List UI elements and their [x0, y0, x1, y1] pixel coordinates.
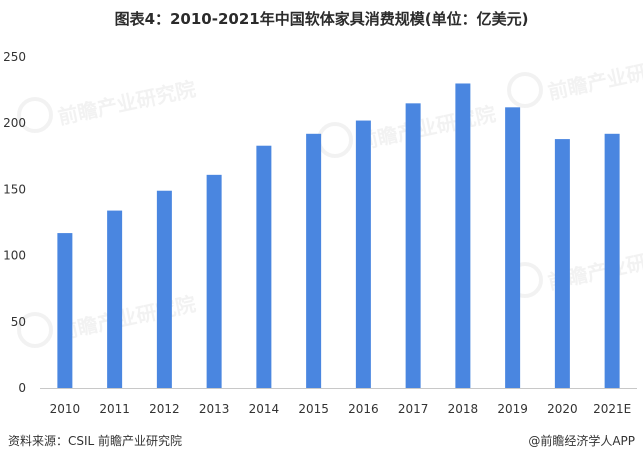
bar: [505, 107, 521, 388]
bar: [355, 120, 371, 388]
y-tick-label: 0: [18, 381, 26, 395]
x-tick-label: 2016: [348, 402, 379, 416]
y-tick-label: 50: [11, 315, 26, 329]
x-tick-label: 2018: [448, 402, 479, 416]
watermark-logo: 前瞻产业研究院: [17, 77, 198, 133]
bars: [57, 83, 620, 388]
bar: [306, 133, 322, 388]
x-tick-label: 2020: [547, 402, 578, 416]
y-tick-label: 250: [3, 50, 26, 64]
watermark-logo: 前瞻产业研究院: [507, 242, 643, 298]
y-tick-label: 200: [3, 116, 26, 130]
svg-text:前瞻产业研究院: 前瞻产业研究院: [56, 77, 198, 130]
bar: [554, 139, 570, 388]
x-tick-label: 2017: [398, 402, 429, 416]
bar: [57, 233, 73, 388]
bar: [455, 83, 471, 388]
x-tick-label: 2014: [249, 402, 280, 416]
y-axis: 0 50 100 150 200 250: [3, 50, 26, 395]
x-tick-label: 2021E: [593, 402, 631, 416]
source-label: 资料来源：CSIL 前瞻产业研究院: [8, 434, 183, 448]
bar: [405, 103, 421, 388]
watermark-logo: 前瞻产业研究院: [507, 52, 643, 108]
x-tick-label: 2010: [50, 402, 81, 416]
x-tick-label: 2013: [199, 402, 230, 416]
bar: [206, 174, 222, 388]
chart-title: 图表4：2010-2021年中国软体家具消费规模(单位：亿美元): [114, 10, 529, 28]
bar: [107, 210, 123, 388]
x-tick-label: 2012: [149, 402, 180, 416]
bar: [256, 145, 272, 388]
y-tick-label: 150: [3, 182, 26, 196]
bar: [604, 133, 620, 388]
x-tick-label: 2019: [497, 402, 528, 416]
credit-label: @前瞻经济学人APP: [528, 434, 635, 448]
svg-text:前瞻产业研究院: 前瞻产业研究院: [356, 102, 498, 155]
bar: [156, 190, 172, 388]
y-tick-label: 100: [3, 249, 26, 263]
x-tick-label: 2015: [298, 402, 329, 416]
x-tick-label: 2011: [99, 402, 130, 416]
x-axis: 2010 2011 2012 2013 2014 2015 2016 2017 2018 2019…: [50, 402, 632, 416]
svg-text:前瞻产业研究院: 前瞻产业研究院: [546, 52, 643, 105]
svg-text:前瞻产业研究院: 前瞻产业研究院: [56, 292, 198, 345]
